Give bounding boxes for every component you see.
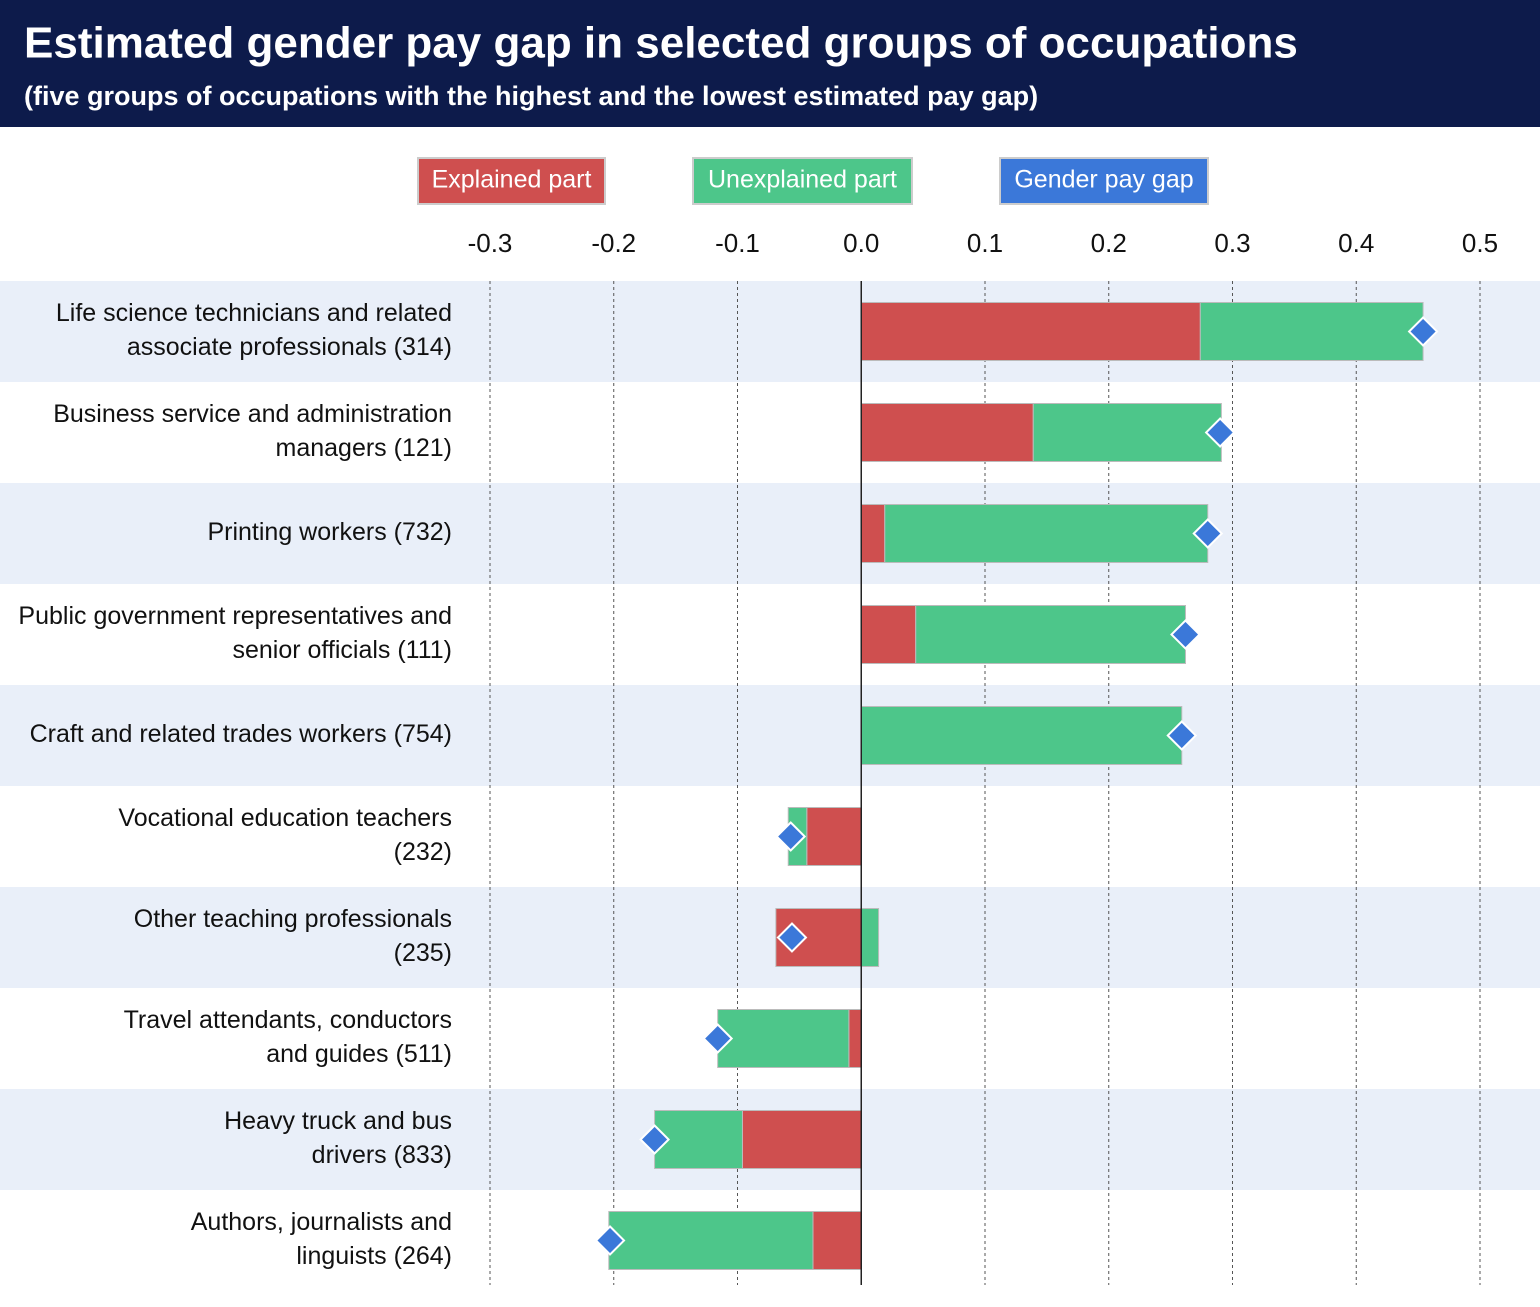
bar — [741, 1110, 862, 1169]
y-tick-label: drivers (833) — [312, 1141, 452, 1169]
chart-title: Estimated gender pay gap in selected gro… — [24, 19, 1298, 68]
x-tick-label: 0.0 — [843, 228, 879, 258]
y-tick-label: (235) — [394, 939, 452, 967]
bar — [1199, 302, 1424, 361]
bar — [717, 1009, 850, 1068]
bar — [812, 1211, 862, 1270]
legend-swatch — [692, 157, 913, 205]
gap-marker — [594, 1225, 626, 1256]
gap-marker — [639, 1124, 671, 1155]
legend-label: Unexplained part — [708, 166, 897, 194]
x-tick-label: 0.3 — [1214, 228, 1250, 258]
bar — [1032, 403, 1222, 462]
y-tick-label: senior officials (111) — [232, 636, 452, 664]
bar — [860, 605, 917, 664]
y-tick-label: Printing workers (732) — [207, 518, 452, 546]
gap-marker — [1407, 316, 1439, 347]
bar — [915, 605, 1186, 664]
legend-label: Explained part — [432, 166, 592, 194]
y-tick-label: Public government representatives and — [18, 602, 452, 630]
legend-swatch — [417, 157, 606, 205]
y-tick-label: Life science technicians and related — [56, 299, 452, 327]
gap-marker — [1170, 619, 1201, 650]
y-tick-label: linguists (264) — [296, 1242, 452, 1270]
bar — [860, 302, 1201, 361]
y-tick-label: Other teaching professionals — [134, 905, 452, 933]
y-tick-label: and guides (511) — [266, 1040, 452, 1068]
y-tick-label: Business service and administration — [53, 400, 452, 428]
gap-marker — [1204, 417, 1236, 448]
x-tick-label: 0.5 — [1462, 228, 1498, 258]
gap-marker — [702, 1023, 734, 1054]
row-band — [0, 887, 1540, 988]
x-tick-label: -0.2 — [591, 228, 636, 258]
y-tick-label: associate professionals (314) — [127, 333, 452, 361]
y-tick-label: managers (121) — [276, 434, 452, 462]
y-tick-label: Heavy truck and bus — [224, 1107, 452, 1135]
row-band — [0, 685, 1540, 786]
bar — [806, 807, 862, 866]
legend-swatch — [999, 157, 1209, 205]
y-tick-label: (232) — [394, 838, 452, 866]
bar — [860, 403, 1034, 462]
y-tick-label: Craft and related trades workers (754) — [30, 720, 452, 748]
gap-marker — [1166, 720, 1198, 751]
x-tick-label: 0.4 — [1338, 228, 1374, 258]
bar — [860, 908, 880, 967]
bar — [860, 504, 886, 563]
x-tick-label: 0.2 — [1091, 228, 1127, 258]
bar — [848, 1009, 862, 1068]
legend-label: Gender pay gap — [1014, 166, 1193, 194]
bar — [608, 1211, 814, 1270]
gap-marker — [775, 821, 807, 852]
bar — [860, 706, 1183, 765]
row-band — [0, 483, 1540, 584]
y-tick-label: Travel attendants, conductors — [124, 1006, 452, 1034]
x-tick-label: 0.1 — [967, 228, 1003, 258]
bar — [884, 504, 1209, 563]
gap-marker — [776, 922, 808, 953]
x-tick-label: -0.3 — [468, 228, 513, 258]
x-tick-label: -0.1 — [715, 228, 760, 258]
y-tick-label: Vocational education teachers — [118, 804, 452, 832]
y-tick-label: Authors, journalists and — [191, 1208, 452, 1236]
gap-marker — [1192, 518, 1224, 549]
header — [0, 0, 1540, 127]
chart-subtitle: (five groups of occupations with the hig… — [24, 81, 1038, 111]
